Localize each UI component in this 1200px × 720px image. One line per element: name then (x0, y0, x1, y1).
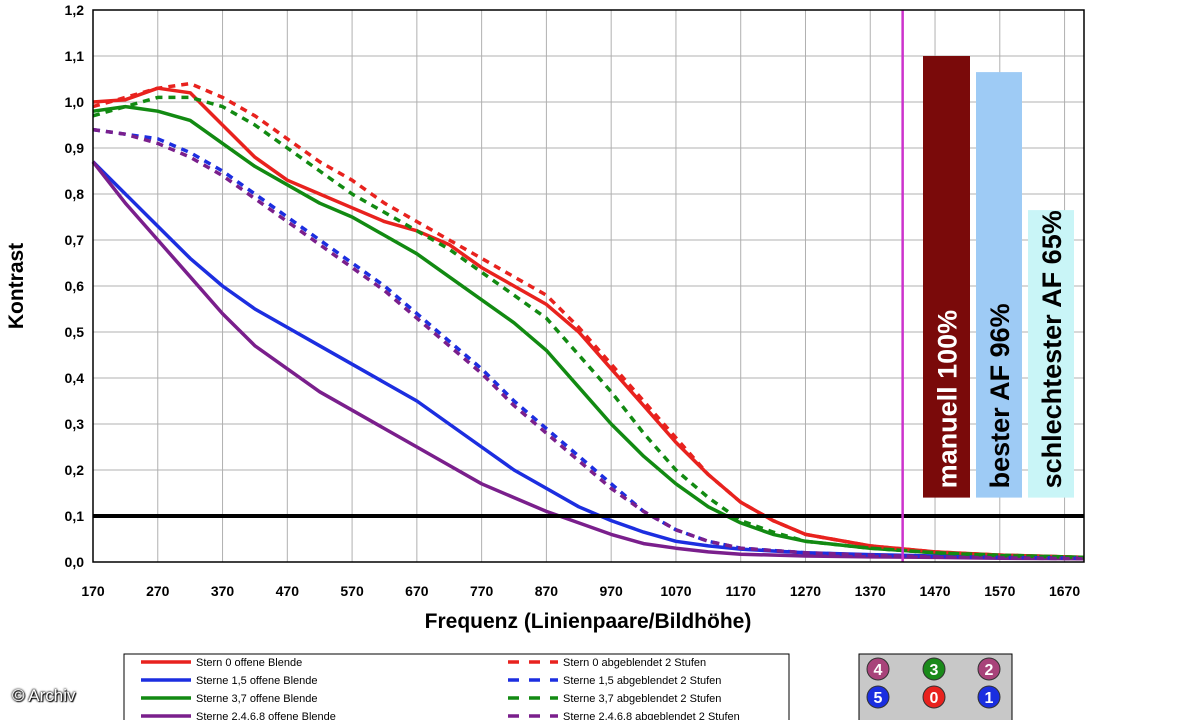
x-tick-label: 970 (599, 583, 623, 599)
x-tick-label: 870 (535, 583, 559, 599)
legend-label: Stern 0 abgeblendet 2 Stufen (563, 657, 706, 669)
legend-label: Sterne 2,4,6,8 offene Blende (196, 711, 336, 720)
y-tick-label: 0,6 (65, 278, 85, 294)
x-tick-label: 470 (276, 583, 300, 599)
star-marker-label: 2 (985, 662, 994, 679)
series-lines (91, 81, 1085, 561)
focus-bar-label: schlechtester AF 65% (1037, 210, 1067, 488)
star-marker-label: 3 (930, 662, 939, 679)
x-tick-label: 1470 (919, 583, 950, 599)
x-tick-labels: 170 270 370 470 570 670 770 870 970 1070 1170 1270 1… (81, 583, 1080, 599)
x-tick-label: 670 (405, 583, 429, 599)
y-tick-label: 0,8 (65, 186, 85, 202)
legend-label: Sterne 2,4,6,8 abgeblendet 2 Stufen (563, 711, 740, 720)
y-tick-label: 1,1 (65, 48, 85, 64)
x-tick-label: 570 (340, 583, 364, 599)
x-tick-label: 1170 (726, 583, 757, 599)
x-tick-label: 270 (146, 583, 170, 599)
y-tick-label: 0,1 (65, 508, 85, 524)
x-tick-label: 370 (211, 583, 235, 599)
legend-label: Sterne 3,7 offene Blende (196, 693, 318, 705)
series-line (91, 160, 1085, 561)
series-line (92, 81, 1085, 560)
star-marker-label: 1 (985, 690, 994, 707)
x-tick-label: 1370 (855, 583, 886, 599)
star-marker-label: 0 (930, 690, 939, 707)
y-tick-label: 0,7 (65, 232, 85, 248)
x-tick-label: 170 (81, 583, 105, 599)
series-line (92, 127, 1085, 561)
y-axis-label: Kontrast (5, 243, 28, 329)
plot-frame (92, 9, 1085, 563)
x-tick-label: 770 (470, 583, 494, 599)
star-marker-label: 4 (874, 662, 883, 679)
copyright-watermark: © Archiv (12, 686, 76, 705)
focus-bar-label: manuell 100% (933, 310, 963, 489)
y-tick-label: 0,3 (65, 416, 85, 432)
y-tick-label: 0,5 (65, 324, 85, 340)
legend-label: Sterne 3,7 abgeblendet 2 Stufen (563, 693, 721, 705)
y-tick-label: 1,0 (65, 94, 85, 110)
x-axis-label: Frequenz (Linienpaare/Bildhöhe) (425, 610, 752, 633)
y-tick-label: 1,2 (65, 2, 85, 18)
legend-label: Sterne 1,5 offene Blende (196, 675, 318, 687)
star-marker-circle (977, 657, 1001, 681)
y-tick-label: 0,2 (65, 462, 85, 478)
star-marker-circle (866, 657, 890, 681)
grid (92, 9, 1084, 563)
focus-bars: manuell 100% bester AF 96% schlechtester A… (923, 56, 1074, 498)
legend-label: Stern 0 offene Blende (196, 657, 302, 669)
series-line (92, 95, 1085, 560)
star-markers: 4 3 2 5 0 1 (866, 657, 1001, 709)
focus-bar (923, 56, 970, 498)
star-marker-circle (922, 685, 946, 709)
star-marker-circle (866, 685, 890, 709)
x-tick-label: 1070 (660, 583, 691, 599)
legend: Stern 0 offene Blende Sterne 1,5 offene B… (141, 657, 740, 720)
star-marker-circle (977, 685, 1001, 709)
star-marker-label: 5 (874, 690, 883, 707)
y-tick-label: 0,0 (65, 554, 85, 570)
legend-box (123, 653, 790, 720)
focus-bar-label: bester AF 96% (985, 303, 1015, 488)
x-tick-label: 1270 (790, 583, 821, 599)
x-tick-label: 1670 (1049, 583, 1080, 599)
focus-bar (1028, 210, 1074, 498)
x-tick-label: 1570 (984, 583, 1015, 599)
y-tick-label: 0,4 (65, 370, 85, 386)
star-marker-circle (922, 657, 946, 681)
focus-bar (976, 72, 1022, 498)
y-tick-label: 0,9 (65, 140, 85, 156)
y-tick-labels: 0,0 0,1 0,2 0,3 0,4 0,5 0,6 0,7 0,8 0,9 1,0 1,1 1,2 (65, 2, 85, 570)
legend-label: Sterne 1,5 abgeblendet 2 Stufen (563, 675, 721, 687)
